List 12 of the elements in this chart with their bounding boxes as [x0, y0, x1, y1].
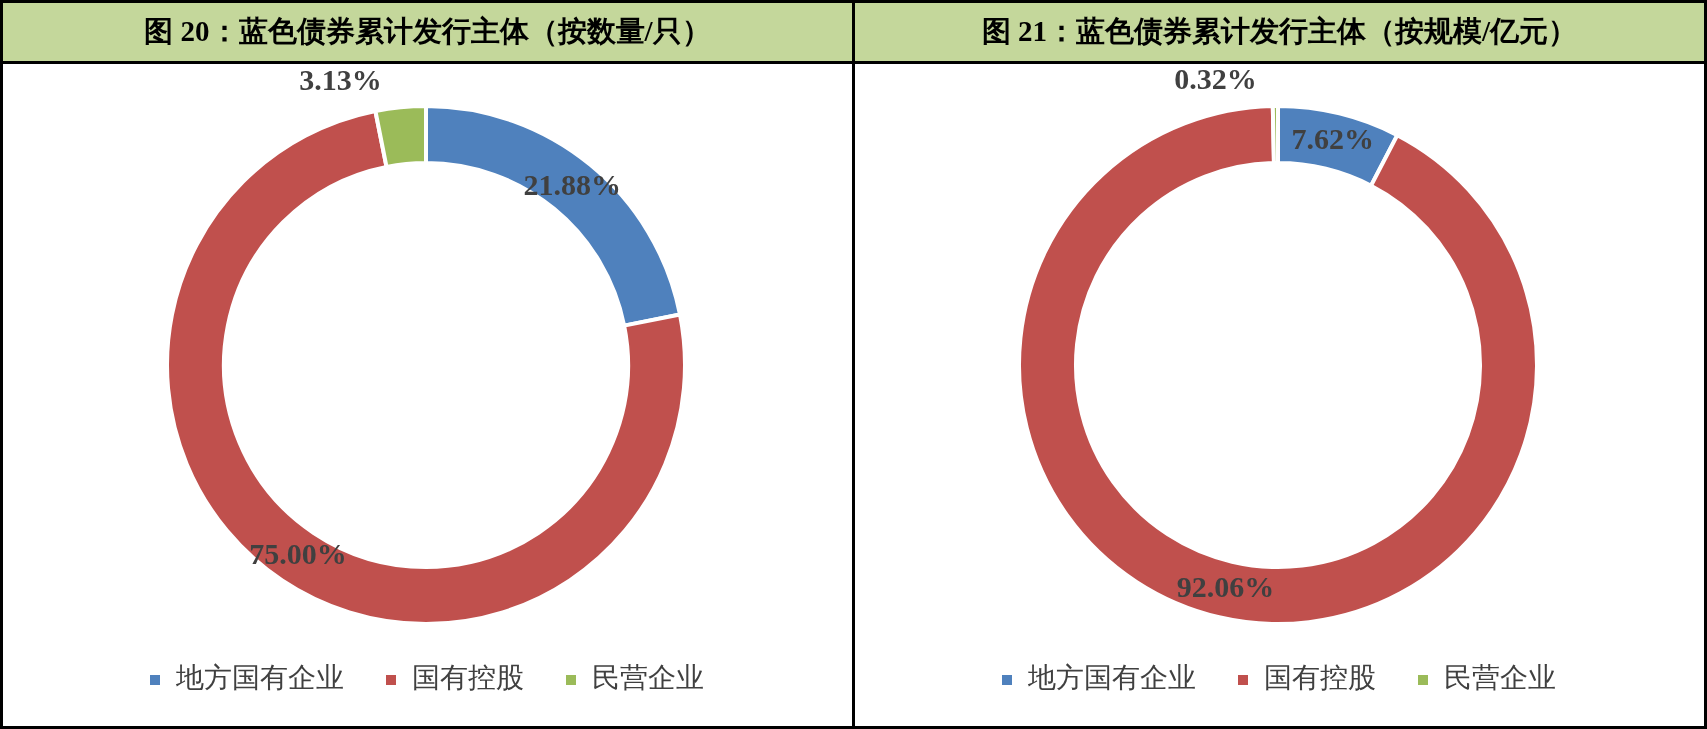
- data-label: 3.13%: [299, 63, 382, 96]
- data-label: 7.62%: [1291, 121, 1374, 155]
- legend-label: 民营企业: [1444, 661, 1556, 695]
- data-label: 92.06%: [1176, 570, 1275, 604]
- legend-label: 地方国有企业: [175, 661, 344, 695]
- legend-label: 国有控股: [412, 661, 524, 695]
- data-label: 0.32%: [1174, 61, 1257, 95]
- legend-label: 地方国有企业: [1027, 661, 1196, 695]
- legend-label: 民营企业: [592, 661, 704, 695]
- chart-title: 图 20：蓝色债券累计发行主体（按数量/只）: [3, 3, 852, 64]
- legend-label: 国有控股: [1264, 661, 1376, 695]
- chart-title: 图 21：蓝色债券累计发行主体（按规模/亿元）: [981, 15, 1578, 47]
